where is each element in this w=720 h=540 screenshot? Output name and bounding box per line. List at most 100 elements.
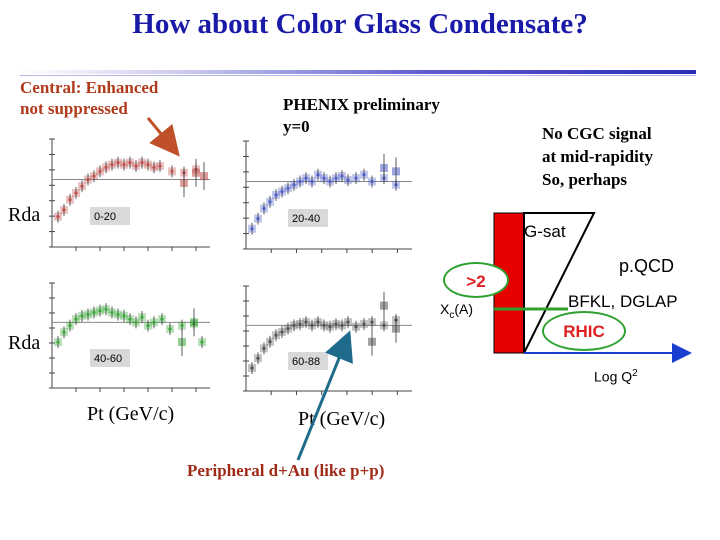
centrality-label: 0-20 [94,211,116,223]
xc-label: Xc(A) [440,301,473,321]
data-point [310,179,314,184]
data-point [316,320,320,324]
data-point [152,165,156,169]
no-cgc-line-3: So, perhaps [542,170,628,189]
arrow-to-peripheral [296,330,353,461]
rda-label-bottom: Rda [8,332,41,354]
data-point [128,161,132,165]
data-point [334,322,338,326]
data-point [98,308,102,313]
data-point [98,169,102,173]
data-point [110,310,114,315]
data-point [274,333,278,337]
rda-label-top: Rda [8,204,41,226]
data-point [170,169,174,173]
peripheral-note: Peripheral d+Au (like p+p) [187,461,385,480]
rda-panel-20-40: 20-40 [243,140,412,253]
data-point [74,317,78,321]
pqcd-label: p.QCD [619,256,675,276]
no-cgc-note: No CGC signal at mid-rapidity So, perhap… [542,122,653,191]
data-point [262,206,266,211]
title-underline [20,70,696,74]
phenix-line-1: PHENIX preliminary [283,95,440,114]
data-point [68,324,72,328]
data-point [160,317,164,321]
data-point [256,217,260,221]
phenix-note: PHENIX preliminary y=0 [283,94,440,138]
saturation-boundary [523,212,596,354]
no-cgc-line-1: No CGC signal [542,124,652,143]
centrality-label: 60-88 [292,356,320,368]
data-point [110,163,114,167]
data-point [200,340,204,344]
data-point [346,178,350,182]
xc-tail: (A) [454,301,474,317]
xc-sub: c [449,309,455,321]
bfkl-dglap-label: BFKL, DGLAP [568,292,678,311]
data-point [328,325,332,329]
data-point [80,314,84,318]
data-point [122,314,126,318]
log-q-main: Log Q [594,368,633,385]
data-point [74,191,78,195]
data-point [280,190,284,194]
data-point [168,327,172,331]
data-point [328,179,332,184]
data-point [310,323,314,327]
data-point [340,323,344,327]
data-point [298,322,302,326]
phenix-line-2: y=0 [283,117,310,136]
data-point [382,323,386,327]
data-point [304,320,308,324]
data-point [340,174,344,178]
data-point [122,163,126,167]
data-point [180,324,184,328]
rda-panel-60-88: 60-88 [243,285,412,395]
log-q-sup: 2 [632,368,638,379]
data-point [152,320,156,324]
data-point [104,165,108,169]
centrality-label-bg [288,352,328,370]
data-point [104,307,108,311]
data-point [56,340,60,344]
data-point [362,173,366,177]
data-point [292,323,296,327]
data-point [140,161,144,165]
data-point [86,177,90,182]
data-point [316,173,320,177]
central-note: Central: Enhanced not suppressed [20,77,158,119]
data-point [292,183,296,187]
data-point [268,200,272,204]
data-point [298,179,302,184]
data-point [140,315,144,319]
g-sat-label: G-sat [524,222,566,241]
data-point [268,340,272,344]
title-underline-thin [20,75,696,76]
data-point [134,320,138,324]
data-point [146,163,150,167]
x-axis-label-right: Pt (GeV/c) [298,408,386,430]
data-point [68,198,72,202]
data-point [250,227,254,231]
data-point [262,346,266,350]
centrality-label: 40-60 [94,353,122,365]
slide-title: How about Color Glass Condensate? [132,8,588,40]
data-point [286,327,290,331]
rhic-badge: RHIC [542,311,626,351]
data-point [92,310,96,315]
data-point [62,208,66,212]
data-point [286,186,290,190]
data-point [116,312,120,317]
data-point [80,184,84,188]
centrality-label-bg [288,209,328,227]
central-line-1: Central: Enhanced [20,78,159,97]
data-point [370,320,374,324]
centrality-label-bg [90,349,130,367]
rda-panel-0-20: 0-20 [49,138,210,251]
centrality-label: 20-40 [292,213,320,225]
data-point [354,325,358,329]
data-point [92,174,96,178]
rda-panel-40-60: 40-60 [49,282,210,392]
xc-main: X [440,301,450,317]
